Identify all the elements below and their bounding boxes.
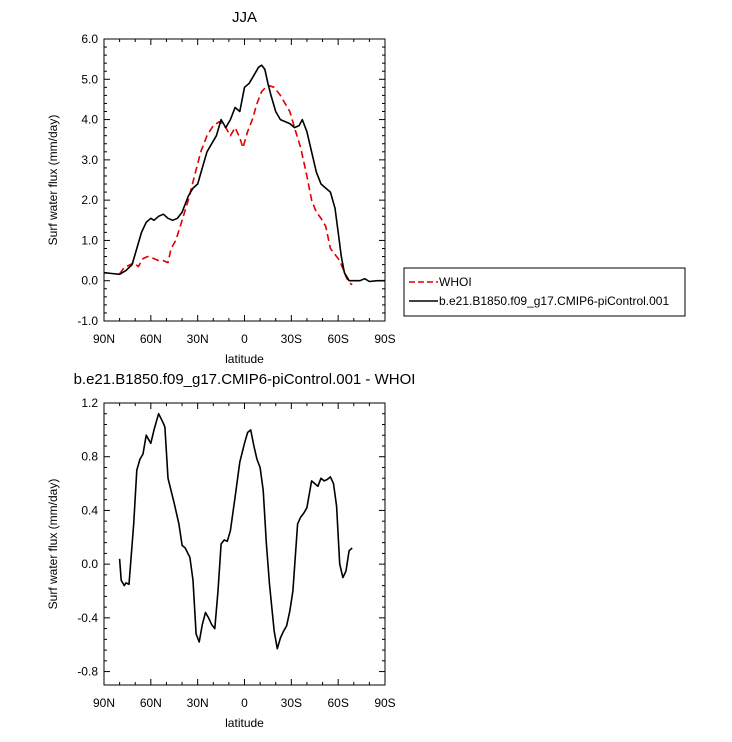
xtick-label: 60S — [327, 696, 348, 710]
ytick-label: 1.0 — [81, 233, 98, 247]
xtick-label: 90N — [93, 332, 115, 346]
top-chart-ylabel: Surf water flux (mm/day) — [46, 115, 60, 246]
xtick-label: 0 — [241, 696, 248, 710]
legend-label-whoi: WHOI — [439, 275, 472, 289]
xtick-label: 30S — [281, 332, 302, 346]
xtick-label: 90S — [374, 332, 395, 346]
ytick-label: 1.2 — [81, 396, 98, 410]
xtick-label: 60N — [140, 696, 162, 710]
ytick-label: -0.8 — [77, 665, 98, 679]
xtick-label: 60S — [327, 332, 348, 346]
bottom-chart-title: b.e21.B1850.f09_g17.CMIP6-piControl.001 … — [74, 371, 416, 388]
ytick-label: 0.8 — [81, 450, 98, 464]
series-line-0-1 — [103, 64, 385, 283]
ytick-label: -1.0 — [77, 314, 98, 328]
series-line-0-0 — [118, 84, 353, 286]
ytick-label: 3.0 — [81, 153, 98, 167]
ytick-label: 6.0 — [81, 32, 98, 46]
xtick-label: 90N — [93, 696, 115, 710]
top-chart-title: JJA — [232, 9, 257, 26]
ytick-label: 2.0 — [81, 193, 98, 207]
xtick-label: 0 — [241, 332, 248, 346]
bottom-chart: b.e21.B1850.f09_g17.CMIP6-piControl.001 … — [46, 371, 415, 730]
xtick-label: 30S — [281, 696, 302, 710]
top-chart-frame — [103, 38, 386, 322]
xtick-label: 60N — [140, 332, 162, 346]
series-line-1-0 — [118, 412, 353, 650]
legend-label-model: b.e21.B1850.f09_g17.CMIP6-piControl.001 — [439, 294, 669, 308]
ytick-label: 4.0 — [81, 113, 98, 127]
top-chart: JJA Surf water flux (mm/day) latitude -1… — [46, 9, 396, 366]
bottom-chart-xlabel: latitude — [225, 716, 264, 730]
ytick-label: 5.0 — [81, 72, 98, 86]
ytick-label: 0.0 — [81, 557, 98, 571]
xtick-label: 30N — [187, 332, 209, 346]
top-chart-xlabel: latitude — [225, 352, 264, 366]
legend: WHOI b.e21.B1850.f09_g17.CMIP6-piControl… — [403, 267, 686, 317]
bottom-chart-ylabel: Surf water flux (mm/day) — [46, 479, 60, 610]
xtick-label: 90S — [374, 696, 395, 710]
ytick-label: 0.4 — [81, 503, 98, 517]
ytick-label: 0.0 — [81, 274, 98, 288]
xtick-label: 30N — [187, 696, 209, 710]
ytick-label: -0.4 — [77, 611, 98, 625]
legend-box — [403, 267, 686, 317]
